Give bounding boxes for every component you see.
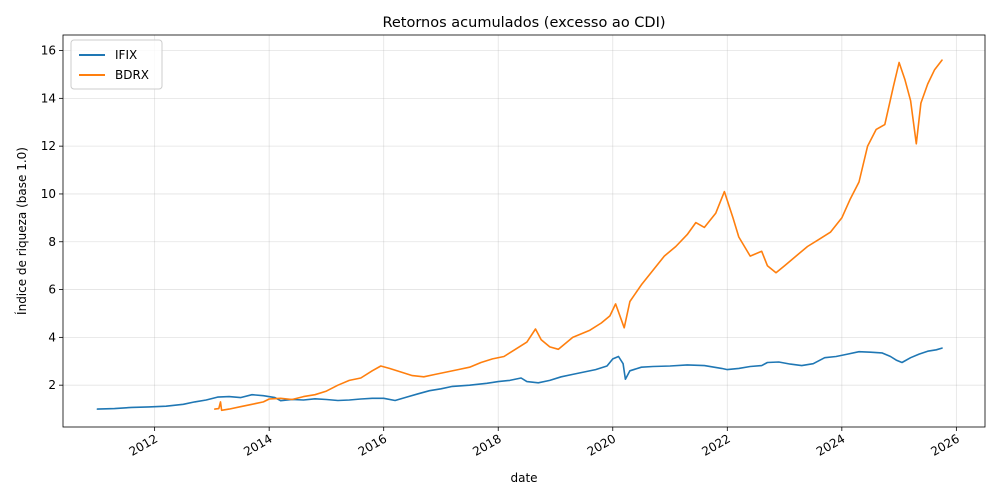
series-line-ifix [96,347,943,410]
legend-label-bdrx: BDRX [115,68,149,82]
series-lines [96,59,943,412]
y-tick-label: 16 [41,44,56,58]
y-tick-label: 14 [41,91,56,105]
grid [63,35,985,427]
legend-box [70,39,163,90]
legend: IFIX BDRX [70,39,163,90]
y-axis-label: Índice de riqueza (base 1.0) [14,147,29,315]
chart-title: Retornos acumulados (excesso ao CDI) [382,15,665,31]
y-tick-label: 10 [41,187,56,201]
plot-frame [62,34,986,428]
y-tick-label: 8 [48,235,56,249]
x-axis-label: date [510,471,537,485]
y-tick-label: 2 [48,378,56,392]
y-axis-ticks: 2 4 6 8 10 12 14 16 [41,44,63,392]
legend-label-ifix: IFIX [115,48,137,62]
y-tick-label: 12 [41,139,56,153]
y-tick-label: 4 [48,330,56,344]
y-tick-label: 6 [48,283,56,297]
series-line-bdrx [214,59,943,412]
